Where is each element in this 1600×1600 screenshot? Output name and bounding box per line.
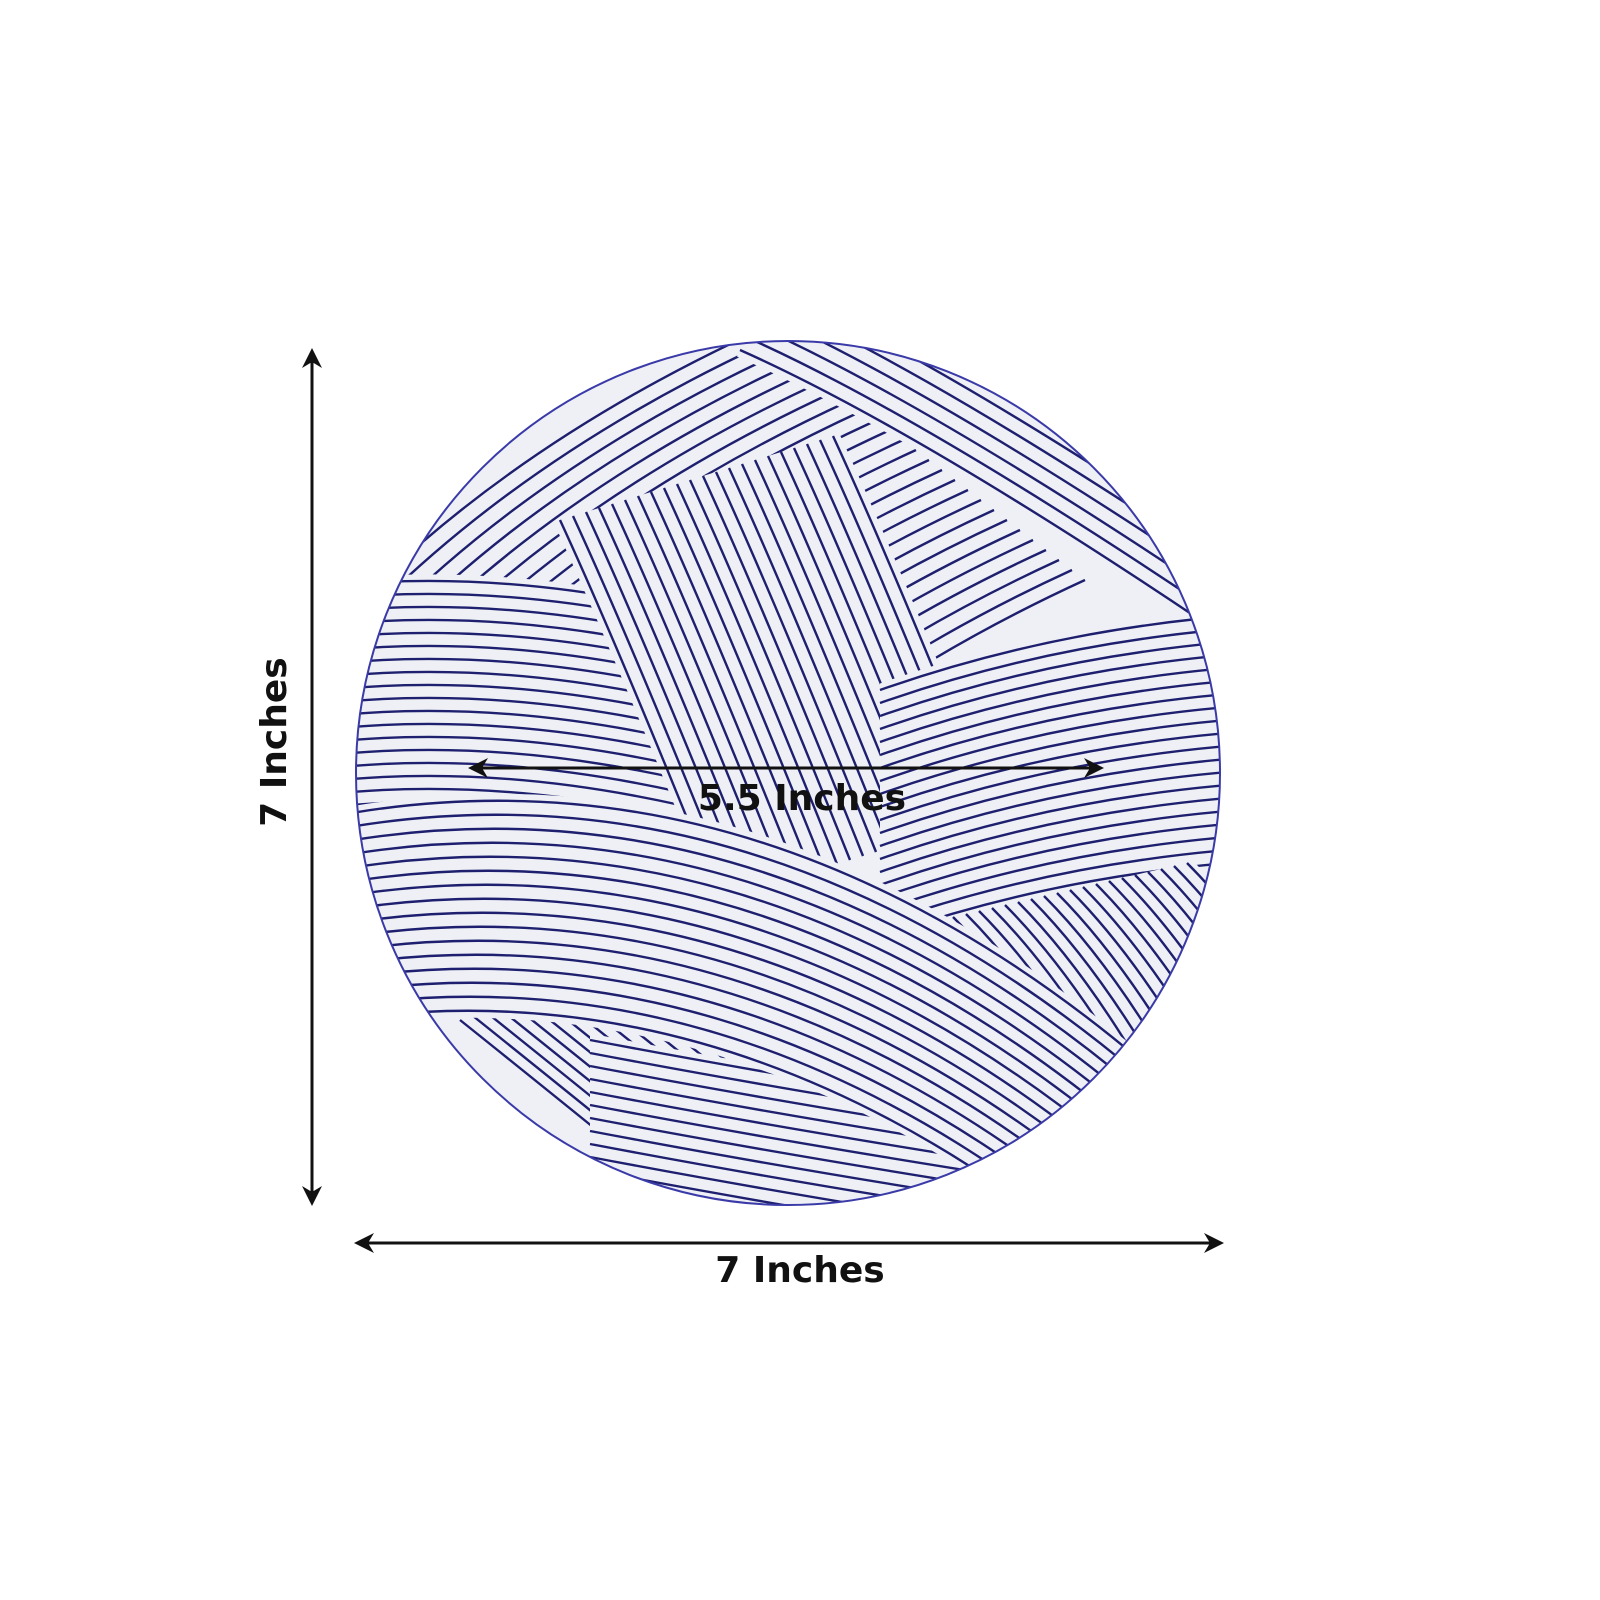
pattern-line (636, 495, 800, 877)
pattern-line (688, 479, 852, 861)
pattern-line (1160, 868, 1220, 1030)
plate-rim (355, 340, 1221, 1206)
pattern-line (745, 341, 1220, 628)
pattern-line (751, 341, 1220, 615)
pattern-line (356, 897, 1127, 1159)
pattern-line (589, 1155, 1061, 1205)
pattern-line (372, 341, 774, 611)
pattern-line (879, 639, 1220, 718)
pattern-line (879, 769, 1220, 848)
band-fill (590, 1033, 1060, 1205)
pattern-line (879, 665, 1220, 744)
pattern-line (649, 491, 813, 873)
pattern-line (356, 883, 1129, 1145)
pattern-line (879, 652, 1220, 731)
pattern-line (701, 475, 865, 857)
pattern-line (879, 808, 1220, 887)
pattern-line (1186, 862, 1220, 1024)
pattern-line (859, 341, 1220, 381)
pattern-line (356, 967, 1117, 1205)
pattern-line (623, 499, 787, 881)
pattern-line (356, 925, 1123, 1187)
pattern-line (356, 855, 1133, 1117)
pattern-line (662, 487, 826, 869)
pattern-line (853, 341, 1220, 394)
width-label: 7 Inches (715, 1250, 884, 1291)
pattern-line (879, 834, 1220, 913)
pattern-line (1017, 901, 1140, 1063)
pattern-line (865, 341, 1220, 368)
pattern-line (879, 756, 1220, 835)
pattern-line (356, 869, 1131, 1131)
pattern-line (356, 813, 1139, 1075)
pattern-line (879, 678, 1220, 757)
pattern-line (879, 795, 1220, 874)
height-label: 7 Inches (254, 657, 295, 826)
pattern-line (739, 348, 1220, 641)
pattern-line (356, 722, 681, 755)
swirl-pattern (356, 341, 1220, 1205)
pattern-line (356, 799, 1141, 1061)
pattern-line (879, 626, 1220, 705)
pattern-line (714, 471, 878, 853)
pattern-line (356, 911, 1125, 1173)
pattern-line (356, 827, 1137, 1089)
pattern-line (356, 939, 1121, 1201)
pattern-line (879, 691, 1220, 770)
pattern-line (589, 1142, 1061, 1205)
inner-diameter-label: 5.5 Inches (698, 778, 906, 819)
pattern-line (356, 709, 681, 742)
pattern-line (1173, 865, 1220, 1027)
pattern-line (879, 613, 1220, 692)
pattern-line (727, 467, 891, 849)
pattern-line (879, 821, 1220, 900)
pattern-line (675, 483, 839, 865)
pattern-line (356, 696, 681, 729)
pattern-line (740, 463, 904, 845)
plate (355, 340, 1221, 1206)
pattern-line (597, 507, 761, 889)
pattern-line (356, 774, 681, 807)
pattern-line (356, 841, 1135, 1103)
pattern-line (879, 782, 1220, 861)
pattern-line (356, 953, 1119, 1205)
pattern-line (879, 717, 1220, 796)
pattern-line (610, 503, 774, 885)
pattern-line (356, 735, 681, 768)
